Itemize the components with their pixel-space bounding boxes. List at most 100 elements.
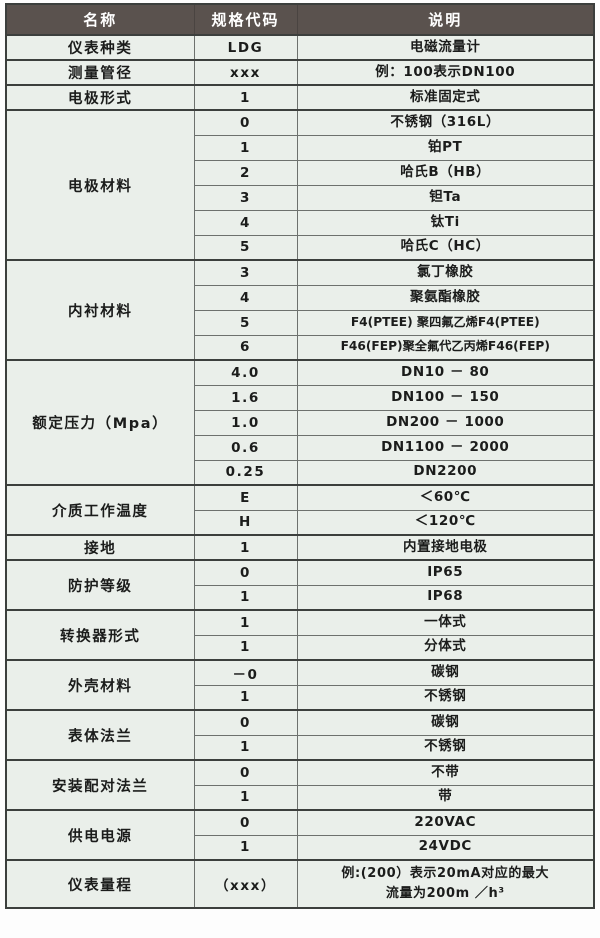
table-row: 电极形式 1 标准固定式	[5, 84, 595, 111]
row-code-cell: 1	[193, 534, 298, 561]
table-row: 外壳材料 －0 碳钢	[5, 659, 595, 711]
row-description-cell: 标准固定式	[296, 84, 595, 111]
row-code-cell: （xxx）	[193, 858, 298, 909]
row-name-cell: 电极材料	[5, 109, 195, 261]
table-row: 5 F4(PTEE) 聚四氟乙烯F4(PTEE)	[6, 309, 595, 336]
row-description-cell: DN1100 － 2000	[296, 434, 595, 461]
row-name-cell: 外壳材料	[5, 659, 195, 711]
row-code-cell: 0.25	[193, 459, 298, 486]
row-description-cell: 哈氏C（HC）	[296, 234, 595, 261]
row-code-cell: －0	[193, 659, 298, 686]
table-row: 1 不锈钢	[6, 684, 595, 711]
row-description-cell: 例：100表示DN100	[296, 59, 595, 86]
table-row: 安装配对法兰 0 不带	[5, 759, 595, 811]
table-row: 1.0 DN200 － 1000	[6, 409, 595, 436]
column-header-description: 说明	[296, 3, 595, 36]
table-row: 仪表种类 LDG 电磁流量计	[5, 34, 595, 61]
row-description-cell: DN100 － 150	[296, 384, 595, 411]
row-code-cell: 1	[193, 834, 298, 861]
row-code-cell: 0	[193, 109, 298, 136]
description-line: 例:(200）表示20mA对应的最大	[341, 866, 550, 881]
row-description-cell: 带	[296, 784, 595, 811]
table-row: 0.25 DN2200	[6, 459, 595, 486]
row-code-cell: 1	[193, 84, 298, 111]
row-code-cell: 5	[193, 309, 298, 336]
row-code-cell: 1	[193, 784, 298, 811]
column-header-name: 名称	[5, 3, 195, 36]
row-name-cell: 测量管径	[5, 59, 195, 86]
row-description-cell: 分体式	[296, 634, 595, 661]
row-description-cell: 电磁流量计	[296, 34, 595, 61]
row-description-cell: DN200 － 1000	[296, 409, 595, 436]
row-code-cell: 3	[193, 184, 298, 211]
row-description-cell: F4(PTEE) 聚四氟乙烯F4(PTEE)	[296, 309, 595, 336]
row-name-cell: 安装配对法兰	[5, 759, 195, 811]
row-code-cell: 1.6	[193, 384, 298, 411]
row-code-cell: 1	[193, 134, 298, 161]
row-code-cell: H	[193, 509, 298, 536]
row-description-cell: IP68	[296, 584, 595, 611]
column-header-code: 规格代码	[193, 3, 298, 36]
table-row: 6 F46(FEP)聚全氟代乙丙烯F46(FEP)	[6, 334, 595, 361]
row-code-cell: 4	[193, 284, 298, 311]
row-code-cell: E	[193, 484, 298, 511]
row-name-cell: 供电电源	[5, 809, 195, 861]
table-row: 4 钛Ti	[6, 209, 595, 236]
table-row: 接地 1 内置接地电极	[5, 534, 595, 561]
row-code-cell: 2	[193, 159, 298, 186]
row-code-cell: 0	[193, 559, 298, 586]
row-description-cell: 不锈钢（316L）	[296, 109, 595, 136]
row-name-cell: 仪表量程	[5, 858, 195, 909]
table-header: 名称 规格代码 说明	[5, 3, 595, 36]
description-line: 流量为200m ／h³	[385, 886, 505, 902]
table-row: 测量管径 xxx 例：100表示DN100	[5, 59, 595, 86]
row-code-cell: LDG	[193, 34, 298, 61]
table-row: 介质工作温度 E ＜60℃	[5, 484, 595, 536]
row-name-cell: 电极形式	[5, 84, 195, 111]
row-code-cell: 3	[193, 259, 298, 286]
row-description-cell: IP65	[296, 559, 595, 586]
table-body: 仪表种类 LDG 电磁流量计 测量管径 xxx 例：100表示DN100 电极形式 1 标准固定…	[5, 34, 595, 909]
row-name-cell: 防护等级	[5, 559, 195, 611]
row-name-cell: 表体法兰	[5, 709, 195, 761]
row-description-cell: 钽Ta	[296, 184, 595, 211]
row-description-cell: ＜120℃	[296, 509, 595, 536]
table-row: 内衬材料 3 氯丁橡胶	[5, 259, 595, 361]
specification-table: 名称 规格代码 说明 仪表种类 LDG 电磁流量计 测量管径 xxx 例：100表示DN1…	[5, 3, 595, 910]
row-code-cell: 1	[193, 734, 298, 761]
header-row: 名称 规格代码 说明	[5, 3, 595, 36]
row-code-cell: 4.0	[193, 359, 298, 386]
row-description-cell: 哈氏B（HB）	[296, 159, 595, 186]
row-name-cell: 内衬材料	[5, 259, 195, 361]
row-code-cell: 1.0	[193, 409, 298, 436]
row-code-cell: 0	[193, 759, 298, 786]
row-description-cell: 24VDC	[296, 834, 595, 861]
row-description-cell: 聚氨酯橡胶	[296, 284, 595, 311]
row-code-cell: xxx	[193, 59, 298, 86]
table-row: 供电电源 0 220VAC	[5, 809, 595, 861]
row-description-cell: 铂PT	[296, 134, 595, 161]
row-code-cell: 6	[193, 334, 298, 361]
table-row: 2 哈氏B（HB）	[6, 159, 595, 186]
table-row: 1 铂PT	[6, 134, 595, 161]
row-name-cell: 介质工作温度	[5, 484, 195, 536]
table-row: 1 不锈钢	[6, 734, 595, 761]
row-description-cell: 碳钢	[296, 709, 595, 736]
table-row: 1 24VDC	[6, 834, 595, 861]
table-row: 转换器形式 1 一体式	[5, 609, 595, 661]
row-description-cell: 一体式	[296, 609, 595, 636]
row-description-cell: ＜60℃	[296, 484, 595, 511]
row-description-cell: DN10 － 80	[296, 359, 595, 386]
row-description-cell: 不锈钢	[296, 734, 595, 761]
row-description-cell: 内置接地电极	[296, 534, 595, 561]
row-code-cell: 1	[193, 634, 298, 661]
table-row: 防护等级 0 IP65	[5, 559, 595, 611]
row-code-cell: 0	[193, 709, 298, 736]
row-description-cell: DN2200	[296, 459, 595, 486]
row-code-cell: 4	[193, 209, 298, 236]
row-code-cell: 0.6	[193, 434, 298, 461]
row-code-cell: 0	[193, 809, 298, 836]
table-row: 1.6 DN100 － 150	[6, 384, 595, 411]
